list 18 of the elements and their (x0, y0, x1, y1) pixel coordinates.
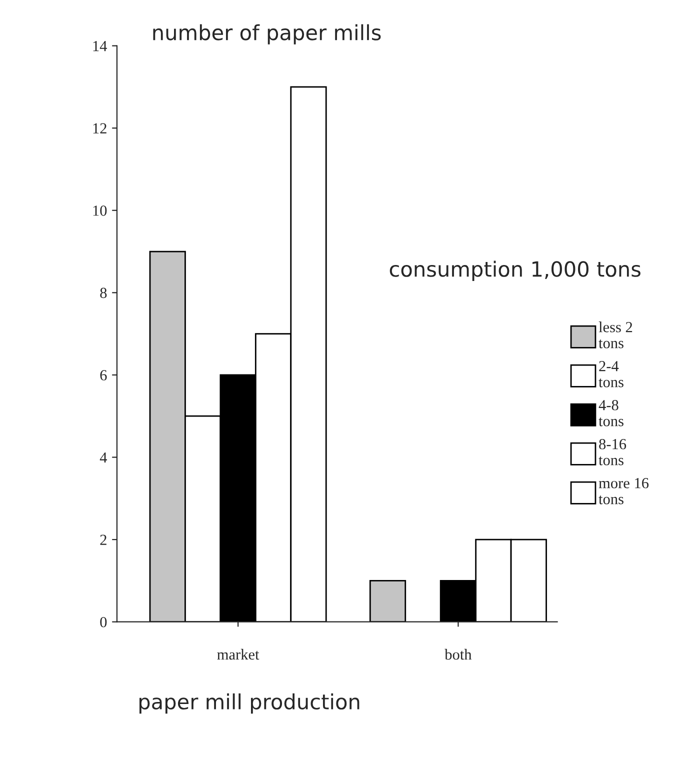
y-tick-label: 0 (100, 616, 107, 628)
x-tick-label: both (444, 648, 472, 660)
legend-label: more 16 tons (598, 478, 649, 504)
y-tick-label: 2 (100, 534, 106, 545)
y-tick-label: 8 (100, 288, 107, 298)
y-tick-label: 12 (93, 123, 106, 134)
y-tick-label: 14 (93, 40, 107, 52)
y-tick-label: 4 (100, 452, 107, 463)
y-tick-label: 6 (100, 370, 107, 380)
legend-label: 4-8 tons (598, 400, 624, 426)
y-tick-label: 10 (93, 206, 107, 216)
bar (369, 580, 406, 622)
x-axis-title: paper mill production (139, 693, 360, 714)
legend-label: less 2 tons (598, 322, 632, 348)
legend-label: 2-4 tons (598, 361, 624, 388)
x-tick-label: market (217, 648, 260, 660)
legend-title: consumption 1,000 tons (390, 260, 640, 281)
y-axis-title: number of paper mills (153, 24, 381, 44)
